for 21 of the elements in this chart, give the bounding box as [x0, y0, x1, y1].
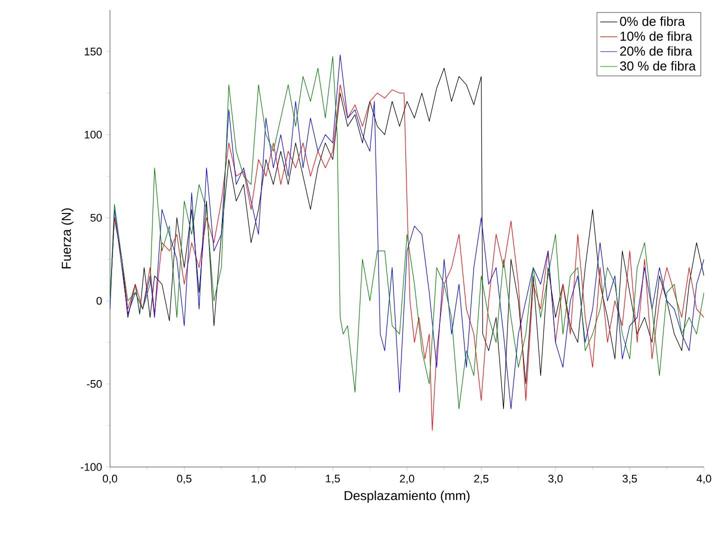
x-tick-label: 4,0: [696, 474, 712, 484]
y-axis-title: Fuerza (N): [61, 208, 74, 268]
y-tick-label: -50: [86, 380, 102, 388]
x-tick-label: 3,5: [622, 474, 637, 484]
x-tick-label: 1,0: [252, 474, 266, 484]
y-tick-label: 50: [90, 214, 102, 222]
x-tick-label: 0,5: [177, 474, 192, 484]
x-axis-title: Desplazamiento (mm): [344, 490, 470, 503]
y-tick-label: 100: [84, 130, 102, 139]
y-tick-label: 150: [84, 48, 102, 56]
legend-label: 10% de fibra: [620, 31, 692, 41]
x-tick-label: 0,0: [102, 474, 118, 484]
y-tick-label: -100: [80, 463, 102, 471]
y-tick-label: 0: [96, 296, 102, 305]
x-tick-label: 2,5: [474, 474, 488, 484]
legend-label: 30 % de fibra: [620, 61, 696, 71]
x-tick-label: 1,5: [326, 474, 340, 484]
legend-label: 20% de fibra: [620, 46, 692, 56]
x-tick-label: 3,0: [548, 474, 563, 484]
x-tick-label: 2,0: [400, 474, 414, 484]
legend-label: 0% de fibra: [620, 16, 686, 26]
